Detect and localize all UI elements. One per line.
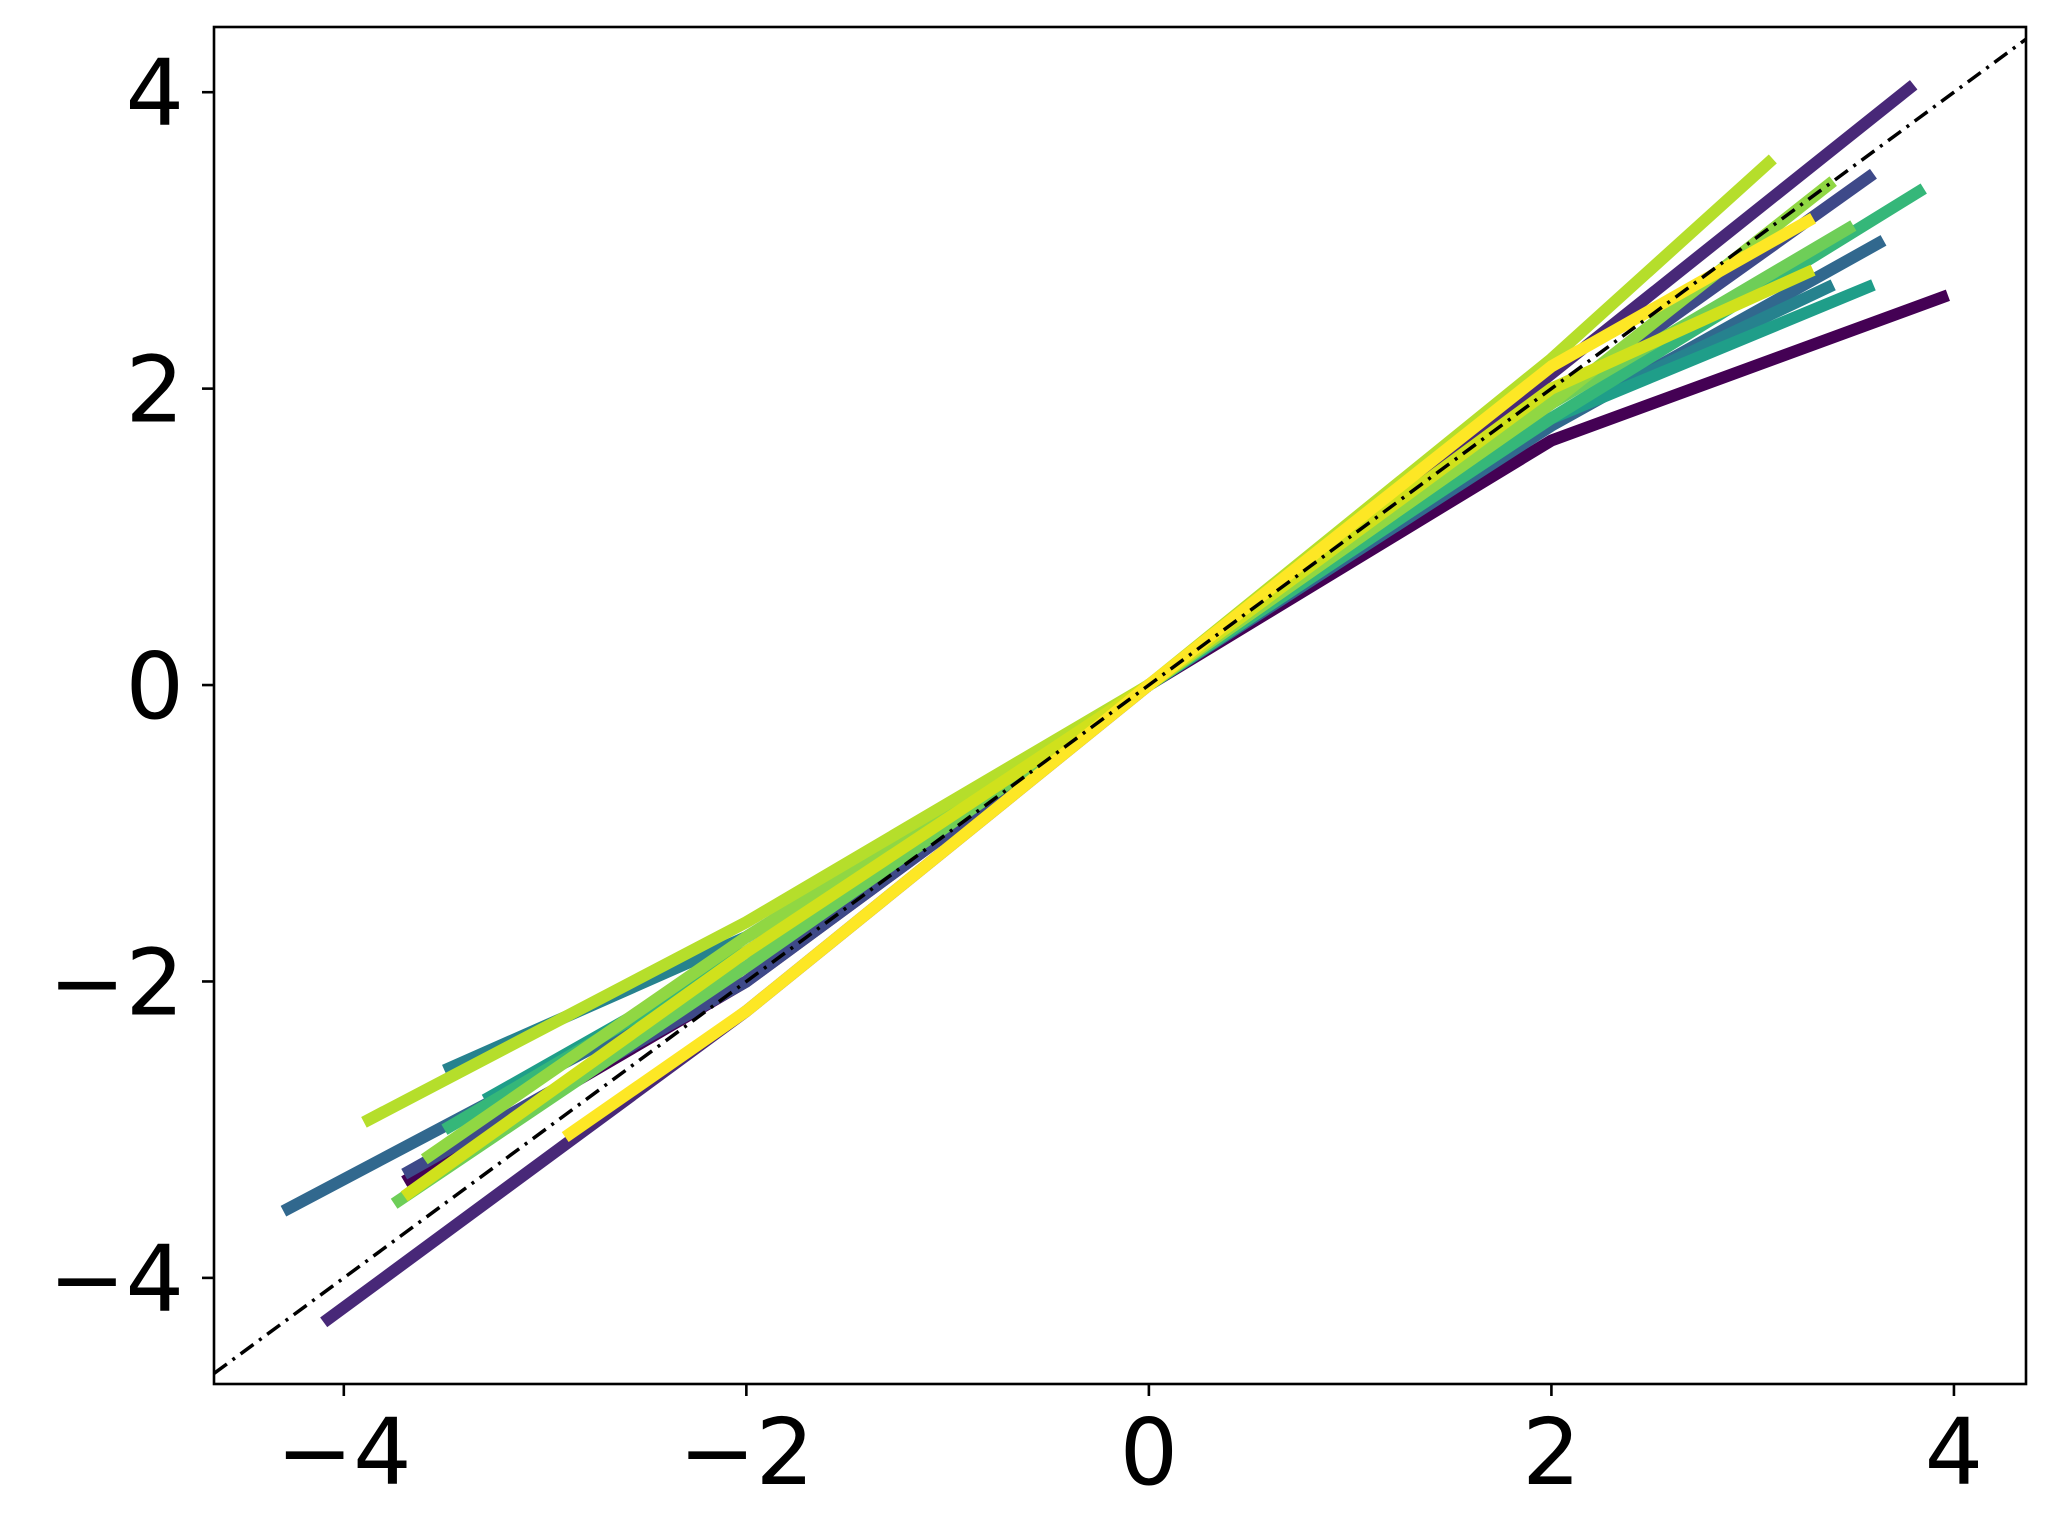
x-tick-label: 2 xyxy=(1522,1399,1581,1506)
x-tick-label: 4 xyxy=(1925,1399,1984,1506)
reference-line xyxy=(214,37,2026,1375)
x-tick-label: 0 xyxy=(1120,1399,1179,1506)
y-tick-label: 4 xyxy=(125,40,184,147)
x-tick-label: −4 xyxy=(276,1399,412,1506)
series-line xyxy=(361,154,1777,1128)
series-line xyxy=(442,279,1836,1076)
y-tick-label: −2 xyxy=(48,929,184,1036)
y-tick-label: 2 xyxy=(125,337,184,444)
axes-frame xyxy=(212,25,2028,1386)
y-tick-label: −4 xyxy=(48,1226,184,1333)
plot-lines xyxy=(214,37,2026,1375)
y-tick-label: 0 xyxy=(125,633,184,740)
x-tick-label: −2 xyxy=(679,1399,815,1506)
